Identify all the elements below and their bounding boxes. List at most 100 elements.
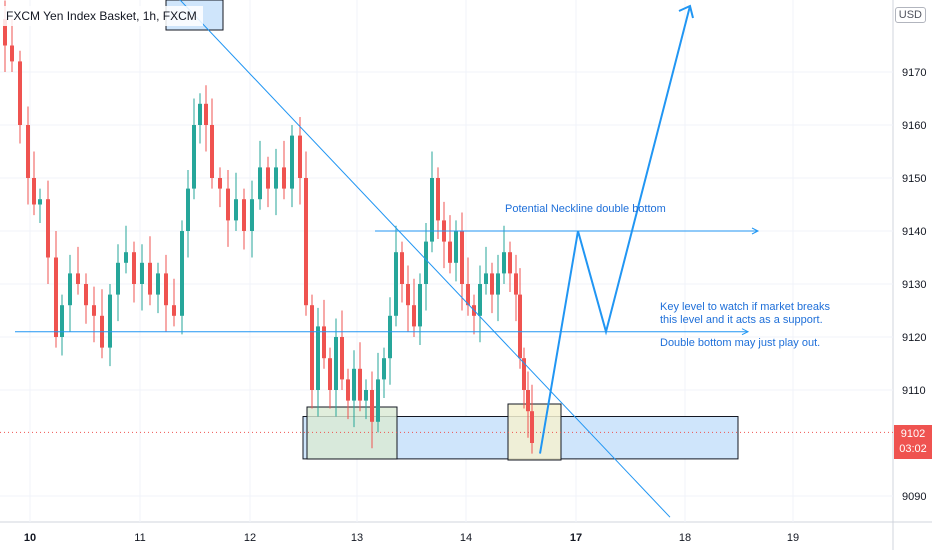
bear-candle	[172, 278, 176, 327]
candle-body	[132, 252, 136, 284]
bear-candle	[76, 246, 80, 295]
bull-candle	[124, 225, 128, 274]
bear-candle	[266, 156, 270, 208]
key-level-note-line2: this level and it acts as a support.	[660, 314, 823, 326]
symbol-title: FXCM Yen Index Basket, 1h, FXCM	[0, 6, 203, 26]
projection-arrowhead	[678, 4, 694, 19]
candle-body	[26, 125, 30, 178]
bull-candle	[250, 180, 254, 258]
candle-body	[322, 326, 326, 359]
candle-body	[282, 167, 286, 189]
bull-candle	[376, 352, 380, 433]
bull-candle	[290, 125, 294, 208]
bear-candle	[18, 50, 22, 144]
price-tick-label: 9140	[902, 226, 926, 238]
bear-candle	[26, 106, 30, 205]
bear-candle	[442, 201, 446, 269]
candle-body	[382, 358, 386, 380]
candle-body	[3, 19, 7, 46]
candle-body	[198, 103, 202, 125]
currency-label: USD	[898, 9, 922, 21]
bull-candle	[68, 254, 72, 332]
time-axis: 10 11 12 13 14 17 18 19	[24, 532, 799, 544]
bear-candle	[406, 265, 410, 332]
candle-body	[84, 284, 88, 306]
bear-candle	[92, 286, 96, 343]
candle-body	[60, 305, 64, 337]
bear-candle	[10, 19, 14, 72]
price-tick-label: 9150	[902, 173, 926, 185]
candle-body	[460, 231, 464, 284]
candle-body	[346, 379, 350, 401]
neckline-note[interactable]: Potential Neckline double bottom	[505, 203, 666, 216]
time-tick-label: 18	[679, 532, 691, 544]
bear-candle	[218, 167, 222, 208]
bear-candle	[460, 212, 464, 311]
bull-candle	[156, 262, 160, 314]
candle-body	[148, 262, 152, 295]
candle-body	[218, 178, 222, 189]
ray-arrowhead	[751, 227, 760, 235]
bear-candle	[400, 241, 404, 303]
bull-candle	[430, 151, 434, 253]
candle-body	[124, 252, 128, 263]
descending-trendline	[179, 0, 671, 518]
time-tick-label: 19	[787, 532, 799, 544]
drawings-layer	[0, 0, 893, 518]
bear-candle	[518, 268, 522, 369]
price-tick-label: 9110	[902, 385, 926, 397]
bull-candle	[454, 220, 458, 282]
candle-body	[522, 358, 526, 390]
bear-candle	[310, 294, 314, 409]
price-tick-label: 9090	[902, 491, 926, 503]
candle-body	[234, 199, 238, 221]
candle-body	[502, 252, 506, 274]
time-tick-label: 14	[460, 532, 472, 544]
candle-body	[530, 411, 534, 443]
candle-body	[436, 178, 440, 221]
bull-candle	[478, 265, 482, 343]
bull-candle	[274, 148, 278, 216]
double-bottom-note[interactable]: Double bottom may just play out.	[660, 337, 820, 350]
bear-candle	[490, 262, 494, 314]
candle-body	[334, 337, 338, 390]
bear-candle	[508, 241, 512, 292]
candle-body	[250, 199, 254, 231]
bear-candle	[370, 371, 374, 449]
candle-body	[32, 178, 36, 205]
candle-body	[116, 262, 120, 295]
candle-body	[290, 135, 294, 189]
bull-candle	[418, 273, 422, 345]
bull-candle	[186, 170, 190, 258]
bull-candle	[116, 244, 120, 322]
candle-body	[266, 167, 270, 189]
bull-candle	[258, 140, 262, 210]
bull-candle	[140, 244, 144, 311]
candle-body	[192, 125, 196, 189]
bull-candle	[496, 254, 500, 322]
key-level-note[interactable]: Key level to watch if market breaks this…	[660, 301, 830, 327]
candle-body	[108, 294, 112, 348]
bear-candle	[340, 310, 344, 390]
candle-body	[400, 252, 404, 284]
bull-candle	[316, 307, 320, 417]
bull-candle	[180, 220, 184, 335]
bear-candle	[448, 215, 452, 274]
candle-body	[274, 167, 278, 189]
bull-candle	[198, 93, 202, 144]
bear-candle	[54, 231, 58, 348]
currency-badge[interactable]: USD	[894, 7, 926, 23]
last-price-tag: 9102 03:02	[894, 425, 932, 459]
key-level-note-line1: Key level to watch if market breaks	[660, 301, 830, 313]
bull-candle	[388, 297, 392, 385]
bear-candle	[514, 254, 518, 322]
candle-body	[526, 390, 530, 412]
second-bottom-box	[507, 403, 562, 461]
bear-candle	[466, 257, 470, 316]
candle-body	[358, 368, 362, 401]
bull-candle	[382, 347, 386, 398]
bear-candle	[148, 236, 152, 306]
candle-body	[140, 262, 144, 284]
